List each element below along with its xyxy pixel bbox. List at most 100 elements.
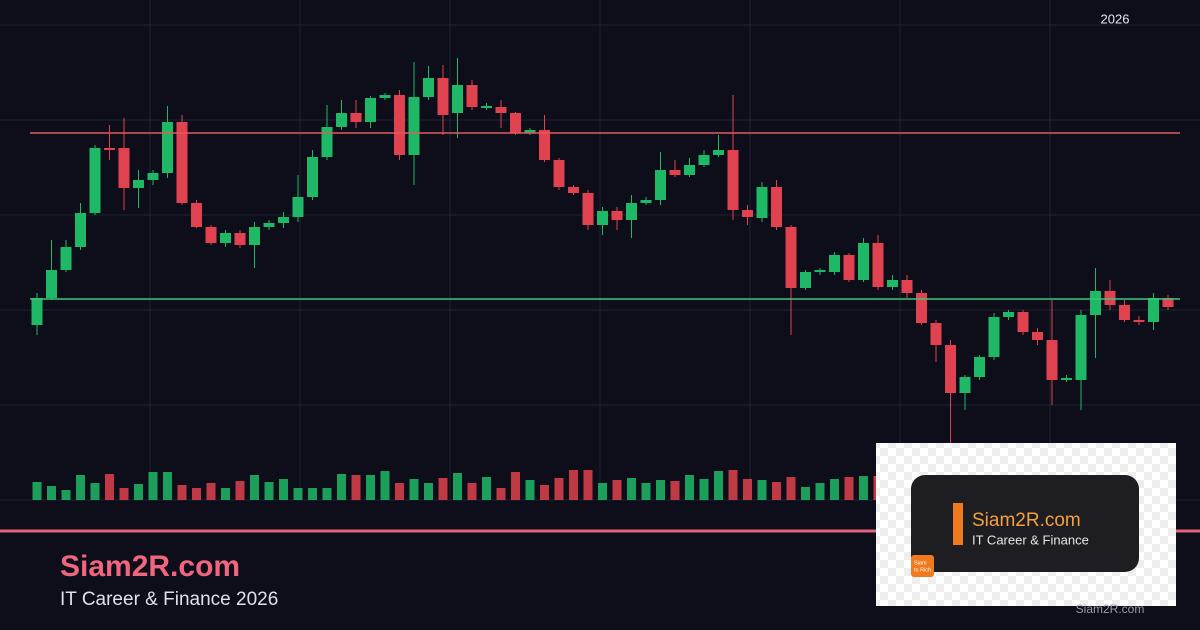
volume-bar [409, 479, 419, 500]
volume-bar [801, 487, 810, 500]
candle-body [89, 148, 101, 213]
candle-body [974, 357, 985, 377]
candle-body [220, 233, 231, 243]
badge-line1: Siam [914, 560, 927, 566]
candle-body [336, 113, 347, 127]
candle-body [640, 200, 652, 203]
candle-body [1003, 312, 1014, 317]
candle-body [118, 148, 130, 188]
candle-body [945, 345, 956, 393]
volume-bar [61, 490, 71, 500]
candle-body [1133, 320, 1145, 322]
candle-body [104, 148, 115, 150]
candle-body [800, 272, 811, 288]
candle-body [60, 247, 72, 270]
volume-bar [47, 486, 56, 500]
candle-body [988, 317, 1000, 357]
volume-bar [264, 482, 274, 500]
volume-bar [554, 478, 564, 500]
logo-badge [911, 555, 934, 577]
year-label: 2026 [1101, 11, 1130, 26]
candle-body [423, 78, 434, 97]
footer-credit: Siam2R.com [1076, 602, 1145, 616]
candle-body [916, 293, 927, 323]
volume-bar [670, 481, 680, 500]
candle-body [829, 255, 840, 272]
logo-panel [911, 475, 1139, 572]
candle-body [278, 217, 289, 223]
candle-body [1032, 332, 1043, 340]
volume-bar [859, 476, 868, 500]
volume-bar [685, 475, 694, 500]
candle-body [756, 187, 768, 218]
candle-body [379, 95, 391, 98]
logo-card: Siam2R.com IT Career & Finance Siam to R… [876, 443, 1176, 606]
candle-body [698, 155, 710, 165]
volume-bar [467, 483, 477, 500]
volume-bar [32, 482, 42, 500]
volume-bar [221, 488, 230, 500]
logo-title: Siam2R.com [972, 510, 1081, 531]
candle-body [162, 122, 173, 173]
candle-body [1162, 298, 1174, 307]
candle-body [771, 187, 782, 227]
volume-bar [235, 481, 245, 500]
volume-bar [322, 488, 332, 500]
candle-body [1061, 378, 1072, 380]
volume-bar [482, 477, 491, 500]
candle-body [292, 197, 304, 217]
candle-body [191, 203, 202, 227]
candle-body [611, 211, 623, 220]
volume-bar [496, 488, 506, 500]
candle-body [1017, 312, 1029, 332]
candle-body [495, 107, 507, 113]
candle-body [539, 130, 550, 160]
volume-bar [627, 478, 636, 500]
volume-bar [699, 479, 709, 500]
volume-bar [540, 485, 549, 500]
volume-bar [105, 474, 114, 500]
candle-body [901, 280, 913, 293]
volume-bar [177, 485, 187, 500]
volume-bar [192, 488, 201, 500]
candle-body [307, 157, 318, 197]
volume-bar [844, 477, 854, 500]
candle-body [814, 270, 826, 272]
candle-body [626, 203, 637, 220]
candle-body [365, 98, 376, 122]
candle-body [930, 323, 942, 345]
volume-bar [714, 471, 723, 500]
candle-body [321, 127, 333, 157]
candle-body [1075, 315, 1087, 380]
volume-bar [250, 475, 259, 500]
volume-bar [148, 472, 158, 500]
volume-bar [279, 479, 288, 500]
footer-subtitle: IT Career & Finance 2026 [60, 589, 278, 610]
volume-bar [76, 475, 85, 500]
volume-bar [119, 488, 129, 500]
volume-bar [90, 483, 100, 500]
volume-bar [395, 483, 404, 500]
candle-body [205, 227, 217, 243]
volume-bar [134, 484, 143, 500]
volume-bar [525, 480, 535, 500]
candle-body [785, 227, 797, 288]
candle-body [655, 170, 666, 200]
volume-bar [308, 488, 317, 500]
volume-bar [757, 480, 767, 500]
volume-bar [830, 479, 839, 500]
volume-bar [438, 478, 448, 500]
candle-body [234, 233, 246, 245]
candle-body [176, 122, 188, 203]
candle-body [75, 213, 86, 247]
volume-bar [351, 475, 361, 500]
candle-body [742, 210, 753, 217]
candle-body [887, 280, 898, 287]
candle-body [510, 113, 521, 133]
logo-subtitle: IT Career & Finance [972, 532, 1089, 547]
candle-body [959, 377, 971, 393]
volume-bar [380, 471, 390, 500]
candle-body [1104, 291, 1116, 305]
volume-bar [641, 483, 651, 500]
